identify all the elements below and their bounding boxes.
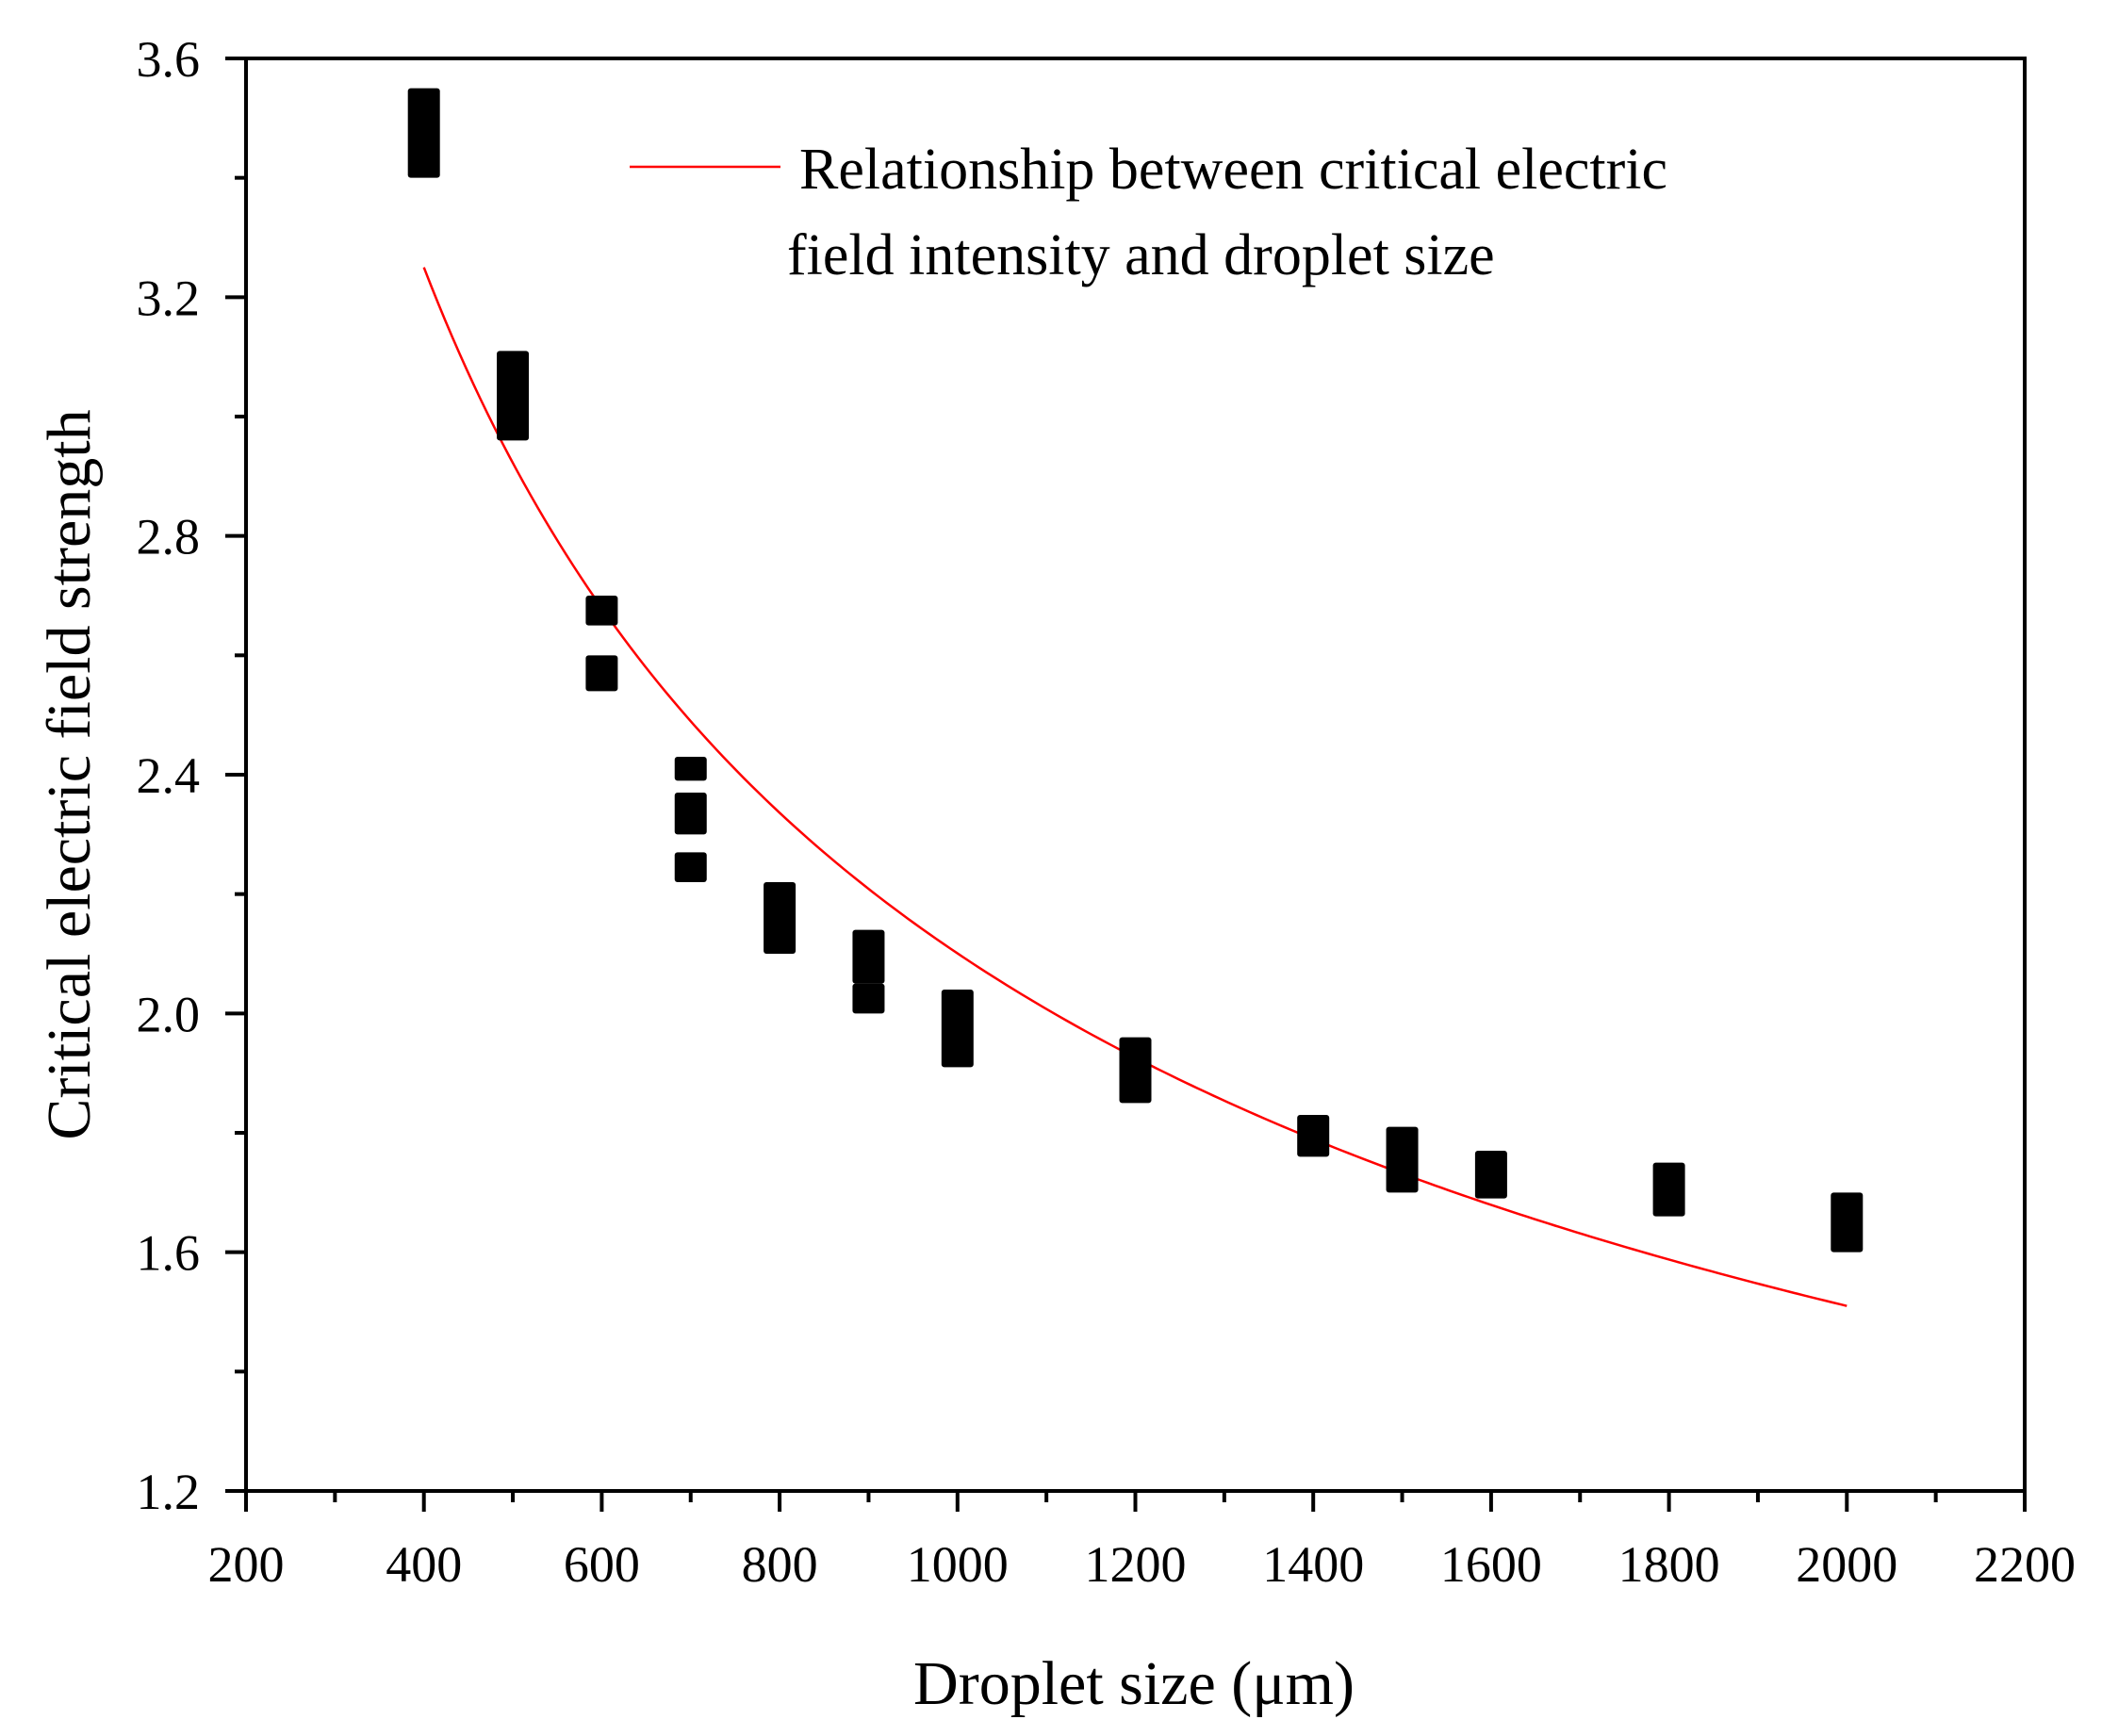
data-marker [1831, 1192, 1864, 1253]
x-axis-title: Droplet size (μm) [913, 1649, 1355, 1718]
data-marker [674, 852, 707, 882]
legend: Relationship between critical electric f… [630, 138, 1667, 287]
data-marker [852, 983, 885, 1014]
data-marker [674, 793, 707, 835]
y-axis-title: Critical electric field strength [35, 409, 104, 1139]
x-tick-label: 2200 [1974, 1536, 2076, 1593]
y-tick-label: 1.6 [137, 1225, 201, 1282]
data-marker [407, 88, 440, 178]
x-tick-label: 1000 [907, 1536, 1009, 1593]
data-marker [1652, 1162, 1685, 1217]
data-marker [764, 882, 796, 954]
x-tick-label: 1400 [1262, 1536, 1364, 1593]
data-marker [1474, 1151, 1507, 1199]
y-axis-tick-labels: 1.2 1.6 2.0 2.4 2.8 3.2 3.6 [137, 31, 201, 1520]
data-marker [1119, 1037, 1152, 1104]
legend-text-line1: Relationship between critical electric [799, 138, 1667, 202]
y-axis-ticks [225, 57, 246, 1493]
x-tick-label: 600 [564, 1536, 640, 1593]
y-tick-label: 2.8 [137, 509, 201, 565]
x-tick-label: 800 [742, 1536, 818, 1593]
fit-curve [422, 267, 1847, 1307]
data-markers [407, 88, 1864, 1253]
y-tick-label: 2.4 [137, 747, 201, 804]
data-marker [941, 990, 974, 1068]
data-marker [852, 929, 885, 984]
data-marker [1386, 1126, 1419, 1193]
data-marker [1297, 1115, 1330, 1157]
data-marker [585, 596, 618, 626]
x-tick-label: 400 [386, 1536, 462, 1593]
x-tick-label: 200 [208, 1536, 285, 1593]
data-marker [674, 757, 707, 781]
x-axis-ticks [244, 1491, 2027, 1512]
data-marker [585, 655, 618, 692]
legend-text-line2: field intensity and droplet size [787, 223, 1495, 287]
x-axis-tick-labels: 200 400 600 800 1000 1200 1400 1600 1800 2000 2200 [208, 1536, 2077, 1593]
x-tick-label: 1600 [1440, 1536, 1542, 1593]
data-marker [497, 351, 530, 441]
y-tick-label: 3.2 [137, 270, 201, 326]
y-tick-label: 2.0 [137, 986, 201, 1042]
x-tick-label: 2000 [1796, 1536, 1897, 1593]
y-tick-label: 3.6 [137, 31, 201, 88]
y-tick-label: 1.2 [137, 1464, 201, 1520]
x-tick-label: 1200 [1085, 1536, 1187, 1593]
x-tick-label: 1800 [1618, 1536, 1720, 1593]
